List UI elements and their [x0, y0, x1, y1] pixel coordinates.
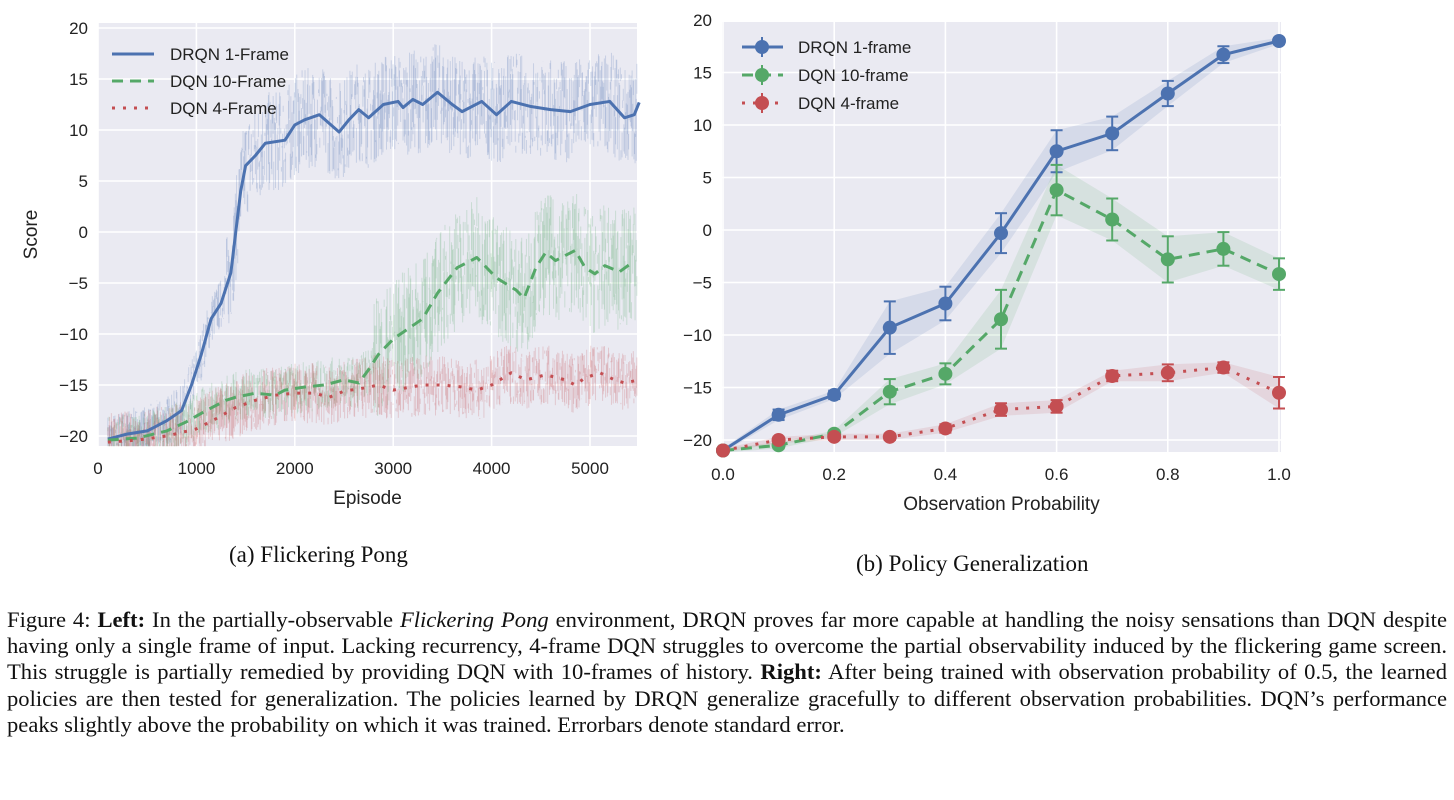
data-point	[1216, 47, 1231, 62]
data-point	[1105, 212, 1120, 227]
data-point	[882, 320, 897, 335]
data-point	[771, 407, 786, 422]
data-point	[882, 384, 897, 399]
x-tick-label: 1000	[177, 459, 215, 478]
x-tick-label: 4000	[473, 459, 511, 478]
y-tick-label: 20	[693, 11, 712, 30]
y-tick-label: −20	[683, 431, 712, 450]
y-tick-label: −10	[683, 326, 712, 345]
x-tick-label: 1.0	[1267, 465, 1291, 484]
y-tick-label: −5	[69, 274, 88, 293]
y-tick-label: 10	[69, 121, 88, 140]
x-tick-label: 0.2	[822, 465, 846, 484]
y-tick-label: 5	[79, 172, 88, 191]
subcaption-right: (b) Policy Generalization	[856, 551, 1089, 576]
y-tick-label: 20	[69, 19, 88, 38]
caption-text: environment, DRQN proves far more capabl…	[7, 607, 1447, 685]
y-tick-label: −10	[59, 325, 88, 344]
data-point	[827, 387, 842, 402]
data-point	[827, 429, 842, 444]
raw-traces	[107, 44, 638, 447]
x-axis-label: Episode	[333, 488, 402, 509]
x-tick-label: 0.8	[1156, 465, 1180, 484]
caption-text: In the partially-observable	[145, 607, 400, 632]
y-tick-label: −15	[59, 376, 88, 395]
series-line-dqn-10-frame	[107, 248, 631, 442]
x-axis-label: Observation Probability	[903, 494, 1100, 515]
y-tick-label: −5	[693, 274, 712, 293]
x-tick-label: 0	[93, 459, 102, 478]
legend-marker	[755, 68, 769, 82]
x-tick-label: 3000	[374, 459, 412, 478]
legend-label: DRQN 1-frame	[798, 38, 911, 57]
y-tick-label: 10	[693, 116, 712, 135]
legend-label: DQN 4-Frame	[170, 99, 277, 118]
legend-label: DQN 10-Frame	[170, 72, 286, 91]
data-point	[1049, 144, 1064, 159]
legend-marker	[755, 40, 769, 54]
x-tick-label: 5000	[571, 459, 609, 478]
caption-text: After being trained with observation pro…	[7, 659, 1447, 737]
caption-env-name: Flickering Pong	[399, 607, 549, 632]
y-tick-label: 15	[693, 64, 712, 83]
data-point	[1160, 252, 1175, 267]
data-point	[1216, 241, 1231, 256]
legend-label: DQN 10-frame	[798, 66, 909, 85]
y-tick-label: −20	[59, 427, 88, 446]
y-tick-label: 5	[703, 169, 712, 188]
data-point	[1272, 34, 1286, 48]
data-point	[716, 443, 730, 458]
data-point	[938, 296, 953, 311]
y-axis-label: Score	[21, 210, 42, 260]
caption-right-heading: Right:	[760, 659, 822, 685]
caption-left-heading: Left:	[97, 607, 146, 632]
data-point	[994, 312, 1008, 327]
data-point	[882, 429, 897, 444]
legend-label: DRQN 1-Frame	[170, 45, 289, 64]
caption-label: Figure 4:	[7, 607, 98, 632]
data-point	[1216, 360, 1231, 375]
x-tick-label: 2000	[276, 459, 314, 478]
figure: 0 1000 2000 3000 4000 5000 −20 −15 −10 −5 0 5 10 15 20…	[21, 11, 1291, 515]
data-point	[1272, 385, 1286, 400]
y-tick-label: −15	[683, 379, 712, 398]
series-line	[722, 188, 1280, 452]
series-line-drqn-1-frame	[107, 90, 641, 441]
data-point	[1049, 399, 1064, 414]
x-tick-label: 0.0	[711, 465, 735, 484]
x-tick-label: 0.6	[1045, 465, 1069, 484]
plot-background	[98, 23, 637, 446]
subcaption-left: (a) Flickering Pong	[229, 542, 408, 567]
y-tick-label: 15	[69, 70, 88, 89]
figure-caption: Figure 4: Left: In the partially-observa…	[7, 607, 1447, 738]
data-point	[1105, 368, 1120, 383]
x-tick-label: 0.4	[934, 465, 958, 484]
data-point	[938, 421, 953, 436]
data-point	[1049, 183, 1064, 198]
legend-label: DQN 4-frame	[798, 94, 899, 113]
data-point	[1105, 126, 1120, 141]
legend-marker	[755, 96, 769, 110]
data-point	[994, 226, 1008, 241]
y-tick-label: 0	[79, 223, 88, 242]
data-point	[938, 366, 953, 381]
y-tick-label: 0	[703, 221, 712, 240]
data-point	[1160, 86, 1175, 101]
data-point	[1160, 365, 1175, 380]
data-point	[1272, 267, 1286, 282]
data-point	[994, 402, 1008, 417]
data-point	[771, 433, 786, 447]
